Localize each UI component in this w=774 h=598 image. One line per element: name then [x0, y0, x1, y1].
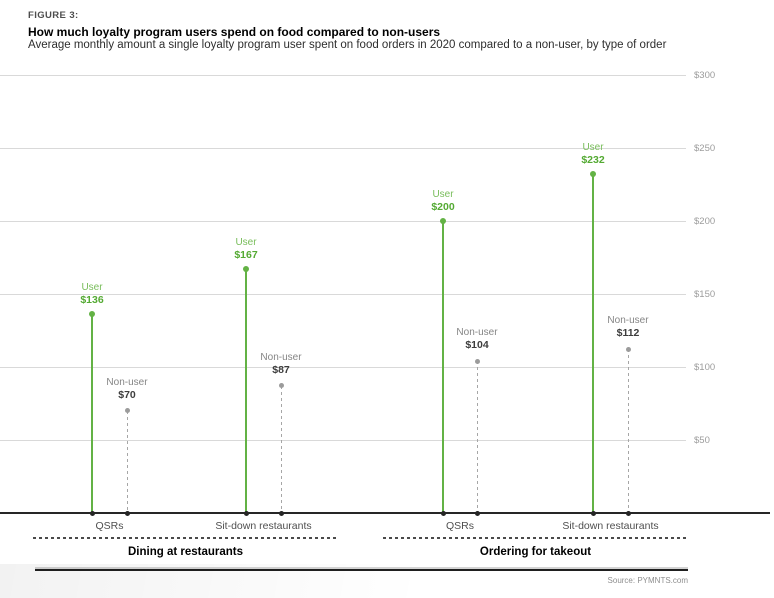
category-label: QSRs — [445, 520, 474, 532]
nonuser-dot — [625, 346, 631, 352]
nonuser-series-label: Non-user — [106, 376, 148, 388]
user-series-label: User — [81, 282, 103, 294]
nonuser-value-label: $87 — [272, 363, 290, 376]
user-stem — [592, 174, 594, 513]
user-dot — [590, 171, 596, 178]
user-value-label: $167 — [234, 249, 258, 262]
user-point-label: User $136 — [47, 282, 137, 306]
user-point-label: User $167 — [201, 237, 291, 261]
bottom-rule — [35, 569, 688, 571]
nonuser-point-label: Non-user $112 — [583, 315, 673, 339]
user-series-label: User — [235, 237, 257, 249]
nonuser-series-label: Non-user — [607, 315, 649, 327]
chart-subtitle: Average monthly amount a single loyalty … — [28, 39, 667, 51]
gridline — [0, 221, 686, 222]
nonuser-dot — [474, 358, 480, 364]
y-tick-label: $250 — [694, 142, 716, 154]
nonuser-stem — [281, 385, 282, 513]
user-stem — [442, 221, 444, 513]
y-tick-label: $200 — [694, 215, 716, 227]
nonuser-stem — [628, 349, 629, 513]
user-dot — [243, 266, 249, 273]
gridline — [0, 294, 686, 295]
group-dotted-separator — [383, 537, 688, 539]
y-tick-label: $50 — [694, 434, 710, 446]
gridline — [0, 440, 686, 441]
y-tick-label: $300 — [694, 69, 716, 81]
nonuser-stem — [127, 410, 128, 513]
category-label: QSRs — [95, 520, 124, 532]
nonuser-point-label: Non-user $104 — [432, 327, 522, 351]
chart-title: How much loyalty program users spend on … — [28, 25, 441, 39]
category-label: Sit-down restaurants — [215, 520, 312, 532]
gridline — [0, 148, 686, 149]
user-series-label: User — [582, 142, 604, 154]
nonuser-dot — [278, 383, 284, 389]
source-credit: Source: PYMNTS.com — [607, 576, 688, 585]
nonuser-series-label: Non-user — [456, 327, 498, 339]
user-stem — [91, 314, 93, 513]
user-series-label: User — [432, 189, 454, 200]
user-point-label: User $232 — [548, 142, 638, 166]
nonuser-stem — [477, 361, 478, 513]
user-value-label: $232 — [581, 154, 605, 167]
y-tick-label: $150 — [694, 288, 716, 300]
figure-label: FIGURE 3: — [28, 10, 79, 21]
gridline — [0, 75, 686, 76]
x-axis-baseline — [0, 512, 770, 514]
category-label: Sit-down restaurants — [562, 520, 659, 532]
user-point-label: User $200 — [398, 189, 488, 213]
group-label: Ordering for takeout — [479, 546, 592, 558]
user-dot — [440, 218, 446, 224]
nonuser-series-label: Non-user — [260, 351, 302, 363]
nonuser-value-label: $104 — [465, 339, 489, 352]
group-dotted-separator — [33, 537, 338, 539]
y-tick-label: $100 — [694, 361, 716, 373]
user-dot — [89, 311, 95, 318]
group-label: Dining at restaurants — [127, 546, 244, 558]
user-stem — [245, 269, 247, 513]
nonuser-point-label: Non-user $87 — [236, 352, 326, 376]
gridline — [0, 367, 686, 368]
user-value-label: $136 — [80, 294, 104, 307]
nonuser-point-label: Non-user $70 — [82, 377, 172, 401]
user-value-label: $200 — [431, 201, 455, 213]
nonuser-value-label: $70 — [118, 388, 136, 401]
nonuser-dot — [124, 408, 130, 414]
nonuser-value-label: $112 — [616, 327, 640, 340]
